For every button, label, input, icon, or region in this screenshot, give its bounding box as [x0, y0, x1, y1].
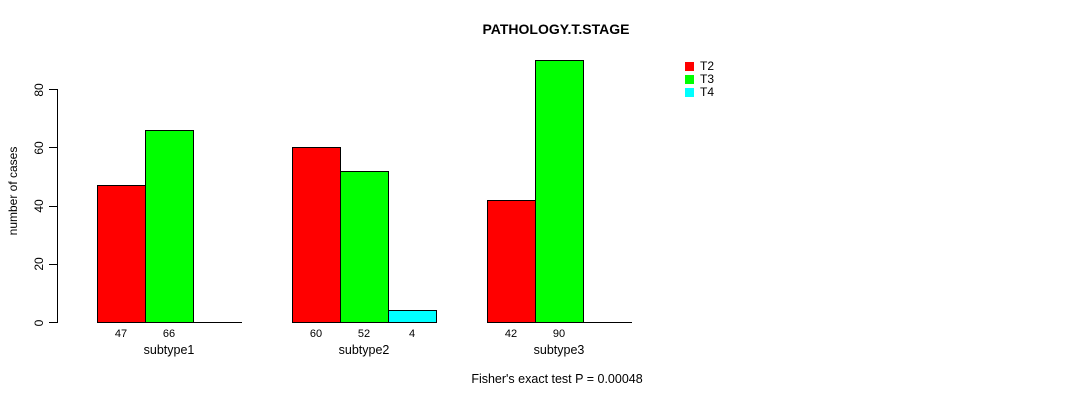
y-tick-label: 0: [32, 319, 46, 326]
y-tick: [49, 205, 57, 207]
y-tick-label: 80: [32, 82, 46, 97]
bar-t4-subtype2: [388, 310, 437, 323]
stats-annotation: Fisher's exact test P = 0.00048: [471, 372, 643, 386]
category-label: subtype3: [533, 343, 585, 357]
category-label: subtype2: [338, 343, 390, 357]
y-tick-label: 60: [32, 141, 46, 155]
legend-item-t3: T3: [685, 72, 715, 86]
legend-label: T4: [700, 85, 715, 99]
legend-swatch-t3: [685, 75, 694, 84]
bar-t3-subtype1: [145, 129, 194, 323]
bar-value-label: 47: [114, 328, 128, 340]
y-tick-label: 20: [32, 257, 46, 271]
legend: T2 T3 T4: [685, 59, 715, 101]
y-tick-label: 40: [32, 199, 46, 213]
legend-item-t2: T2: [685, 59, 715, 73]
bar-value-label: 4: [408, 328, 416, 340]
legend-item-t4: T4: [685, 85, 715, 99]
bar-t3-subtype3: [535, 59, 584, 323]
y-tick: [49, 89, 57, 90]
bar-value-label: 52: [357, 328, 371, 340]
legend-swatch-t2: [685, 62, 694, 71]
y-tick: [49, 322, 57, 323]
y-tick: [49, 147, 57, 149]
bar-t2-subtype1: [97, 185, 146, 323]
bar-t2-subtype2: [292, 147, 341, 323]
bar-value-label: 90: [552, 328, 566, 340]
legend-swatch-t4: [685, 88, 694, 97]
bar-value-label: 60: [309, 328, 323, 340]
legend-label: T3: [700, 72, 715, 86]
bar-value-label: 66: [162, 328, 176, 340]
bar-t3-subtype2: [340, 170, 389, 323]
legend-label: T2: [700, 59, 715, 73]
category-label: subtype1: [143, 343, 195, 357]
chart-title: PATHOLOGY.T.STAGE: [482, 21, 630, 37]
bar-t2-subtype3: [487, 199, 536, 323]
y-tick: [49, 263, 57, 265]
y-axis-line: [57, 89, 58, 323]
bar-value-label: 42: [504, 328, 518, 340]
